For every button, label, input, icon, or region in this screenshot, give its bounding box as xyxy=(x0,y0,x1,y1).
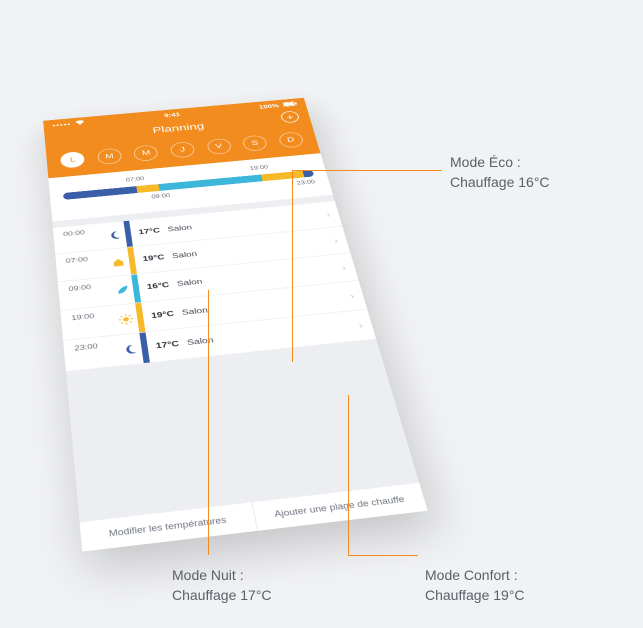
callout-line xyxy=(348,395,349,555)
schedule-list: 00:0017°CSalon›07:0019°CSalon›09:0016°CS… xyxy=(53,201,419,521)
battery-percent: 100% xyxy=(258,103,279,110)
row-temp: 17°C xyxy=(155,340,179,351)
timeline-tick: 19:00 xyxy=(249,164,268,171)
callout-comfort: Mode Confort : Chauffage 19°C xyxy=(425,565,525,606)
callout-line xyxy=(208,290,209,555)
day-tab[interactable]: S xyxy=(242,135,269,152)
callout-line xyxy=(292,170,442,171)
timeline-segment xyxy=(136,184,160,193)
day-tab[interactable]: M xyxy=(133,144,159,161)
row-room: Salon xyxy=(187,336,215,347)
day-tab[interactable]: D xyxy=(277,131,304,148)
timeline-tick: 23:00 xyxy=(296,179,316,186)
callout-line xyxy=(292,170,293,362)
row-temp: 19°C xyxy=(142,254,165,264)
status-time: 9:41 xyxy=(164,112,181,119)
row-time: 23:00 xyxy=(63,335,120,371)
row-temp: 17°C xyxy=(138,227,160,236)
row-room: Salon xyxy=(176,278,203,288)
wifi-icon xyxy=(75,120,85,126)
plus-icon: + xyxy=(285,113,294,121)
timeline-tick: 07:00 xyxy=(125,176,144,183)
row-time: 09:00 xyxy=(58,277,113,310)
row-temp: 19°C xyxy=(151,310,175,320)
day-tab[interactable]: V xyxy=(206,138,233,155)
row-time: 19:00 xyxy=(60,306,116,340)
row-room: Salon xyxy=(181,306,208,317)
callout-eco: Mode Éco : Chauffage 16°C xyxy=(450,152,550,193)
battery-icon xyxy=(282,101,297,108)
row-room: Salon xyxy=(172,250,198,260)
day-tab[interactable]: J xyxy=(170,141,196,158)
signal-icon: ••••• xyxy=(52,121,71,128)
row-temp: 16°C xyxy=(146,281,169,291)
callout-line xyxy=(348,555,418,556)
callout-night: Mode Nuit : Chauffage 17°C xyxy=(172,565,272,606)
day-tab[interactable]: L xyxy=(60,151,85,168)
row-room: Salon xyxy=(167,224,193,234)
phone-mockup: ••••• 9:41 100% Planning + LMMJVSD 07:00… xyxy=(43,98,428,552)
row-time: 07:00 xyxy=(55,250,109,282)
day-tab[interactable]: M xyxy=(97,148,123,165)
timeline-tick: 09:00 xyxy=(151,192,171,199)
row-time: 00:00 xyxy=(53,223,106,254)
